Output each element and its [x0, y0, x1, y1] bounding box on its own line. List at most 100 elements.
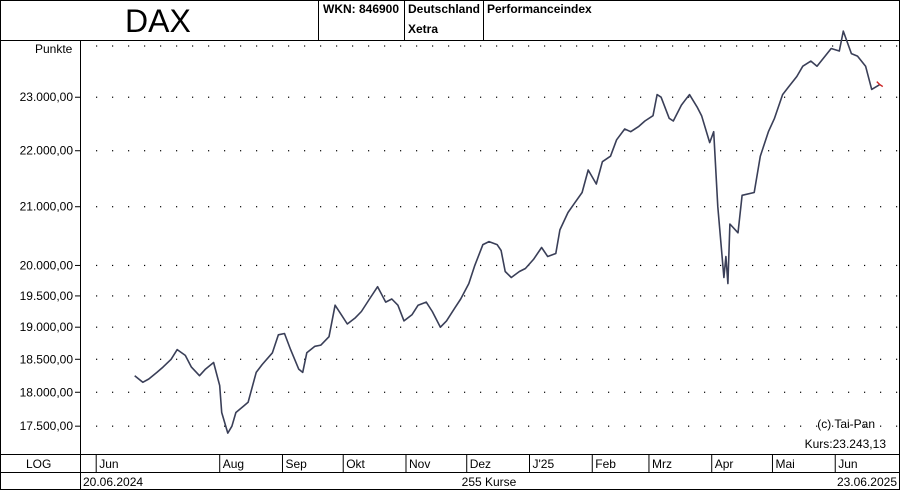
grid-dot: [880, 150, 882, 152]
grid-dot: [880, 391, 882, 393]
month-label: Sep: [285, 457, 307, 471]
grid-dot: [416, 326, 418, 328]
grid-dot: [896, 206, 898, 208]
grid-dot: [800, 264, 802, 267]
grid-dot: [96, 295, 98, 297]
grid-dot: [672, 206, 674, 208]
grid-dot: [848, 391, 850, 393]
grid-dot: [272, 391, 274, 393]
grid-dot: [416, 425, 418, 427]
grid-dot: [832, 391, 834, 393]
grid-dot: [592, 326, 594, 328]
grid-dot: [672, 295, 674, 297]
grid-dot: [688, 425, 690, 427]
grid-dot: [112, 206, 114, 208]
grid-dot: [704, 358, 706, 360]
grid-dot: [752, 358, 754, 360]
grid-dot: [800, 391, 802, 393]
grid-dot: [816, 150, 818, 152]
grid-dot: [400, 45, 402, 47]
grid-dot: [416, 358, 418, 360]
grid-dot: [448, 96, 450, 98]
grid-dot: [448, 358, 450, 360]
grid-dot: [560, 206, 562, 208]
grid-dot: [688, 150, 690, 152]
grid-dot: [640, 326, 642, 328]
grid-dot: [640, 150, 642, 152]
grid-dot: [352, 391, 354, 393]
grid-dot: [288, 264, 290, 267]
grid-dot: [144, 326, 146, 328]
grid-dot: [272, 264, 274, 267]
grid-dot: [560, 295, 562, 297]
grid-dot: [416, 96, 418, 98]
month-label: Aug: [223, 457, 244, 471]
grid-dot: [256, 295, 258, 297]
y-tick-label: 23.000,00: [20, 90, 74, 104]
grid-dot: [848, 96, 850, 98]
grid-dot: [640, 206, 642, 208]
grid-dot: [624, 391, 626, 393]
grid-dot: [256, 206, 258, 208]
grid-dot: [816, 264, 818, 267]
grid-dot: [384, 425, 386, 427]
grid-dot: [160, 150, 162, 152]
y-tick-label: 18.000,00: [20, 385, 74, 399]
grid-dot: [544, 150, 546, 152]
grid-dot: [368, 358, 370, 360]
month-label: Dez: [470, 457, 491, 471]
grid-dot: [720, 206, 722, 208]
copyright-label: (c) Tai-Pan: [817, 417, 875, 431]
grid-dot: [864, 45, 866, 47]
grid-dot: [624, 358, 626, 360]
grid-dot: [448, 45, 450, 47]
grid-dot: [864, 206, 866, 208]
grid-dot: [272, 45, 274, 47]
grid-dot: [240, 45, 242, 47]
grid-dot: [464, 96, 466, 98]
grid-dot: [528, 96, 530, 98]
grid-dot: [720, 150, 722, 152]
grid-dot: [832, 45, 834, 47]
grid-dot: [800, 425, 802, 427]
grid-dot: [608, 391, 610, 393]
grid-dot: [208, 45, 210, 47]
grid-dot: [528, 206, 530, 208]
grid-dot: [496, 295, 498, 297]
grid-dot: [688, 206, 690, 208]
grid-dot: [496, 96, 498, 98]
grid-dot: [272, 326, 274, 328]
grid-dot: [896, 96, 898, 98]
grid-dot: [864, 96, 866, 98]
grid-dot: [832, 206, 834, 208]
grid-dot: [784, 358, 786, 360]
grid-dot: [384, 96, 386, 98]
grid-dot: [512, 96, 514, 98]
grid-dot: [896, 425, 898, 427]
grid-dot: [656, 391, 658, 393]
grid-dot: [736, 150, 738, 152]
grid-dot: [624, 150, 626, 152]
grid-dot: [896, 391, 898, 393]
grid-dot: [384, 45, 386, 47]
grid-dot: [128, 96, 130, 98]
grid-dot: [528, 295, 530, 297]
grid-dot: [832, 425, 834, 427]
y-tick-label: 21.000,00: [20, 200, 74, 214]
grid-dot: [192, 425, 194, 427]
grid-dot: [496, 326, 498, 328]
y-tick-label: 19.000,00: [20, 320, 74, 334]
grid-dot: [480, 326, 482, 328]
grid-dot: [304, 391, 306, 393]
grid-dot: [112, 326, 114, 328]
grid-dot: [736, 45, 738, 47]
grid-dot: [672, 150, 674, 152]
grid-dot: [480, 96, 482, 98]
grid-dot: [528, 391, 530, 393]
grid-dot: [528, 45, 530, 47]
grid-dot: [544, 295, 546, 297]
index-type-label: Performanceindex: [487, 2, 592, 16]
grid-dot: [176, 358, 178, 360]
grid-dot: [816, 326, 818, 328]
grid-dot: [720, 264, 722, 267]
